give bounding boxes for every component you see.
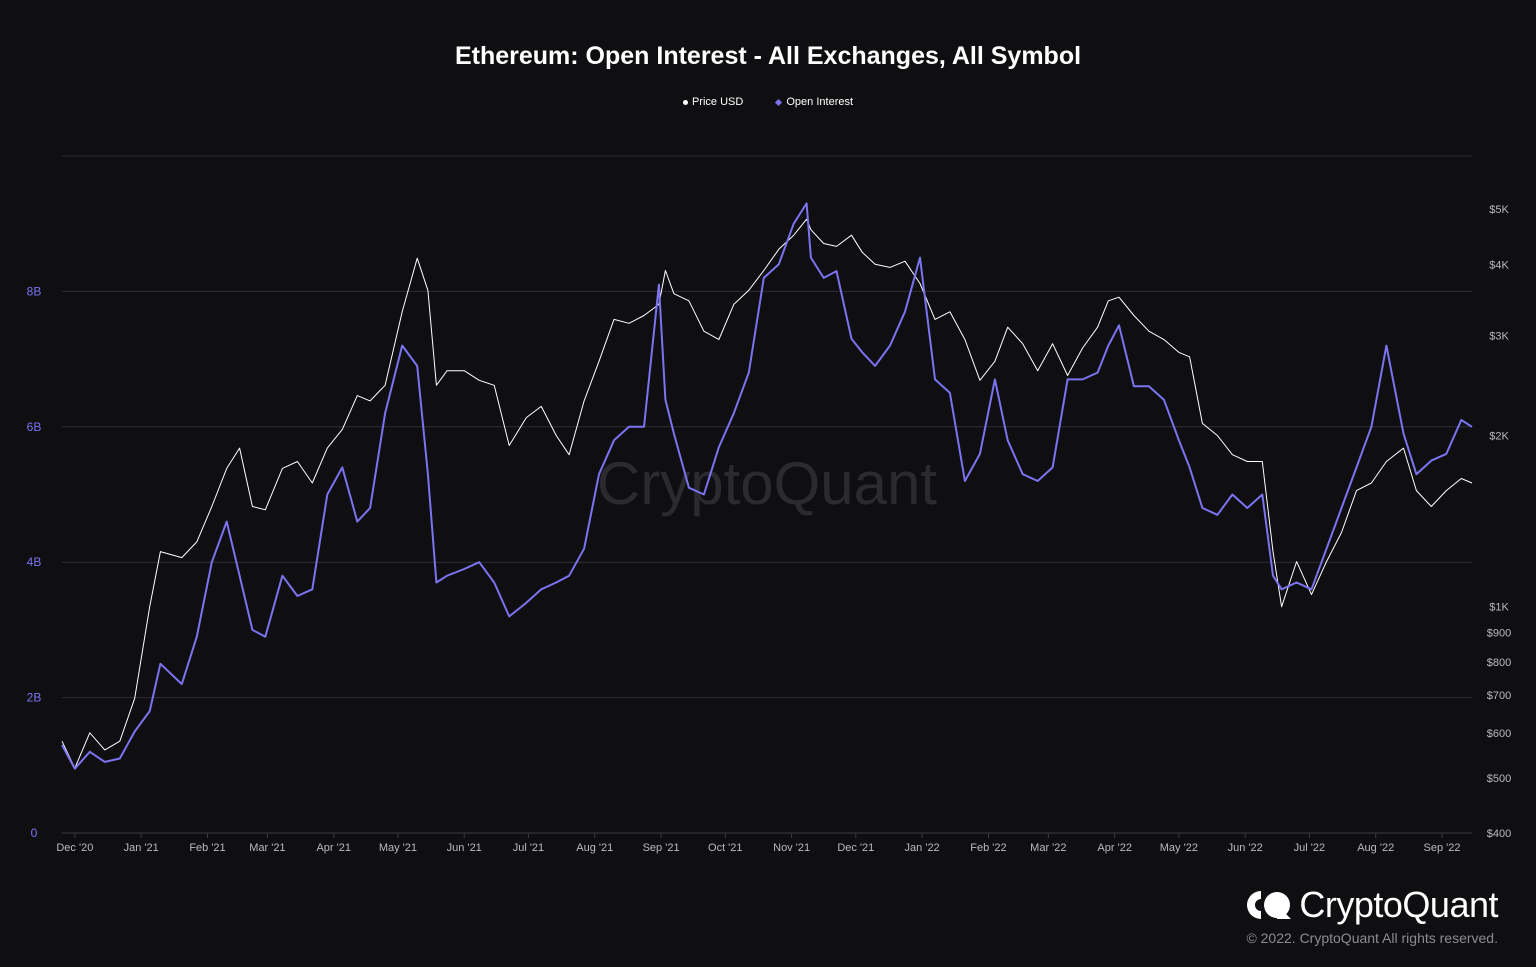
- right-tick-label: $3K: [1489, 330, 1509, 342]
- left-tick-label: 6B: [27, 420, 42, 434]
- x-tick-label: Jul '21: [513, 842, 544, 854]
- x-tick-label: Mar '21: [249, 842, 285, 854]
- right-tick-label: $900: [1487, 628, 1511, 640]
- x-tick-label: Sep '22: [1424, 842, 1461, 854]
- legend-item-price[interactable]: Price USD: [682, 96, 744, 108]
- legend-label-price: Price USD: [691, 96, 744, 108]
- legend-label-open-interest: Open Interest: [786, 96, 854, 108]
- right-tick-label: $700: [1487, 690, 1511, 702]
- x-axis-ticks: Dec '20 Jan '21 Feb '21 Mar '21 Apr '21 May '…: [56, 833, 1461, 854]
- x-tick-label: Nov '21: [773, 842, 810, 854]
- x-tick-label: Dec '20: [56, 842, 93, 854]
- x-tick-label: Aug '21: [576, 842, 613, 854]
- x-tick-label: Sep '21: [643, 842, 680, 854]
- x-tick-label: Aug '22: [1357, 842, 1394, 854]
- x-tick-label: Apr '21: [316, 842, 351, 854]
- right-axis-ticks: $400 $500 $600 $700 $800 $900 $1K $2K $3K $4K $5K: [1487, 204, 1511, 840]
- right-tick-label: $1K: [1489, 602, 1509, 614]
- legend-item-open-interest[interactable]: Open Interest: [775, 96, 854, 108]
- left-axis-ticks: 0 2B 4B 6B 8B: [27, 284, 42, 840]
- right-tick-label: $400: [1487, 828, 1511, 840]
- left-tick-label: 4B: [27, 555, 42, 569]
- right-tick-label: $2K: [1489, 430, 1509, 442]
- x-tick-label: Jan '22: [905, 842, 940, 854]
- x-tick-label: May '21: [379, 842, 417, 854]
- right-tick-label: $5K: [1489, 204, 1509, 216]
- legend: Price USD Open Interest: [0, 96, 1536, 108]
- left-tick-label: 0: [31, 826, 38, 840]
- brand-logo: CryptoQuant: [1245, 884, 1498, 926]
- x-tick-label: Apr '22: [1097, 842, 1132, 854]
- x-tick-label: Jun '22: [1228, 842, 1263, 854]
- x-tick-label: Dec '21: [837, 842, 874, 854]
- watermark: CryptoQuant: [597, 450, 937, 517]
- x-tick-label: Feb '22: [970, 842, 1006, 854]
- x-tick-label: Jul '22: [1294, 842, 1325, 854]
- left-tick-label: 2B: [27, 691, 42, 705]
- chart-title: Ethereum: Open Interest - All Exchanges,…: [454, 42, 1082, 70]
- right-tick-label: $800: [1487, 657, 1511, 669]
- grid: [62, 155, 1472, 834]
- right-tick-label: $4K: [1489, 259, 1509, 271]
- x-tick-label: Jan '21: [124, 842, 159, 854]
- series-layer: [61, 202, 1473, 770]
- left-tick-label: 8B: [27, 284, 42, 298]
- x-tick-label: Feb '21: [189, 842, 225, 854]
- x-tick-label: May '22: [1160, 842, 1198, 854]
- logo-text: CryptoQuant: [1299, 884, 1498, 925]
- cryptoquant-logo-icon: [1247, 891, 1292, 919]
- open-interest-line: [61, 202, 1473, 770]
- right-tick-label: $600: [1487, 728, 1511, 740]
- right-tick-label: $500: [1487, 773, 1511, 785]
- x-tick-label: Jun '21: [447, 842, 482, 854]
- x-tick-label: Mar '22: [1030, 842, 1066, 854]
- x-tick-label: Oct '21: [708, 842, 743, 854]
- price-usd-line: [61, 218, 1473, 769]
- copyright-text: © 2022. CryptoQuant All rights reserved.: [1246, 930, 1498, 946]
- legend-dot-price: [682, 99, 688, 105]
